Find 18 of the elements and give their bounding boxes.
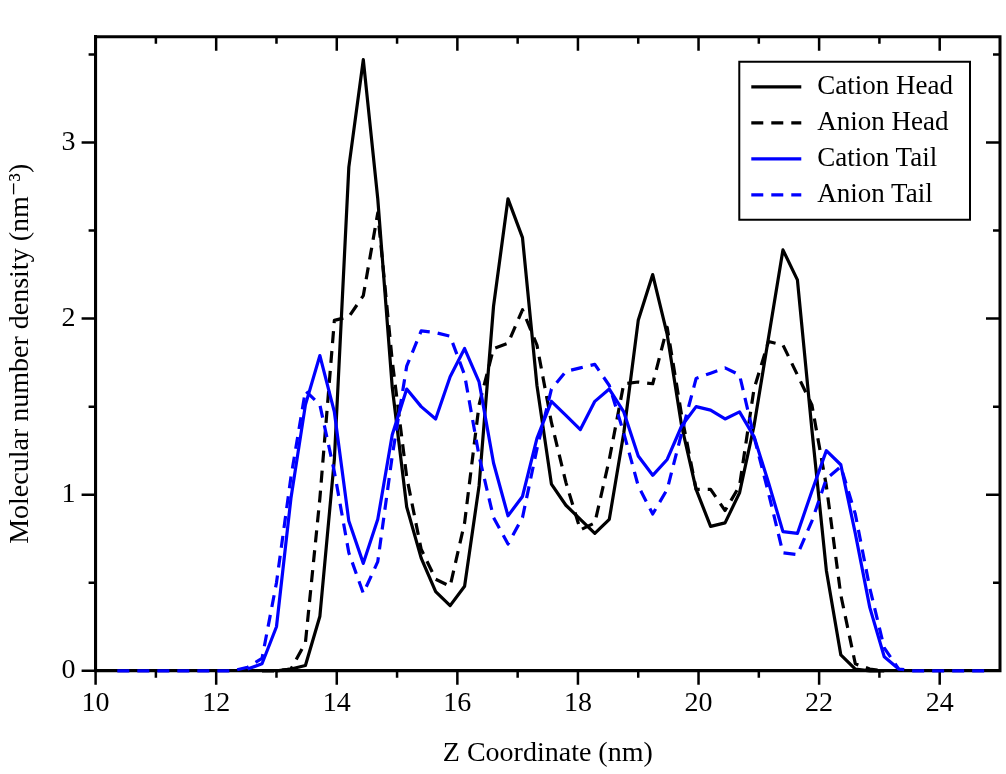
x-tick-label: 20	[684, 685, 713, 717]
legend-label: Cation Tail	[817, 141, 938, 172]
x-tick-label: 22	[805, 685, 834, 717]
y-tick-label: 0	[61, 653, 76, 685]
y-tick-label: 2	[61, 300, 76, 332]
legend-label: Cation Head	[817, 69, 954, 100]
x-tick-label: 18	[563, 685, 592, 717]
x-tick-label: 14	[322, 685, 351, 717]
x-tick-label: 10	[81, 685, 110, 717]
x-axis-title: Z Coordinate (nm)	[442, 735, 653, 767]
legend-label: Anion Head	[817, 105, 949, 136]
x-tick-label: 24	[925, 685, 954, 717]
y-tick-label: 1	[61, 477, 76, 509]
y-tick-label: 3	[61, 124, 76, 156]
legend-label: Anion Tail	[817, 177, 933, 208]
x-tick-label: 16	[443, 685, 472, 717]
x-tick-label: 12	[202, 685, 231, 717]
y-axis-title: Molecular number density (nm⁻³)	[3, 163, 35, 544]
